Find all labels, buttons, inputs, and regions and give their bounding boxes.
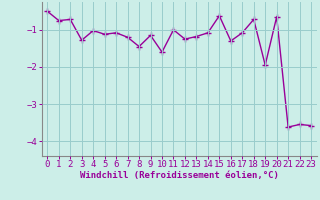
X-axis label: Windchill (Refroidissement éolien,°C): Windchill (Refroidissement éolien,°C) — [80, 171, 279, 180]
